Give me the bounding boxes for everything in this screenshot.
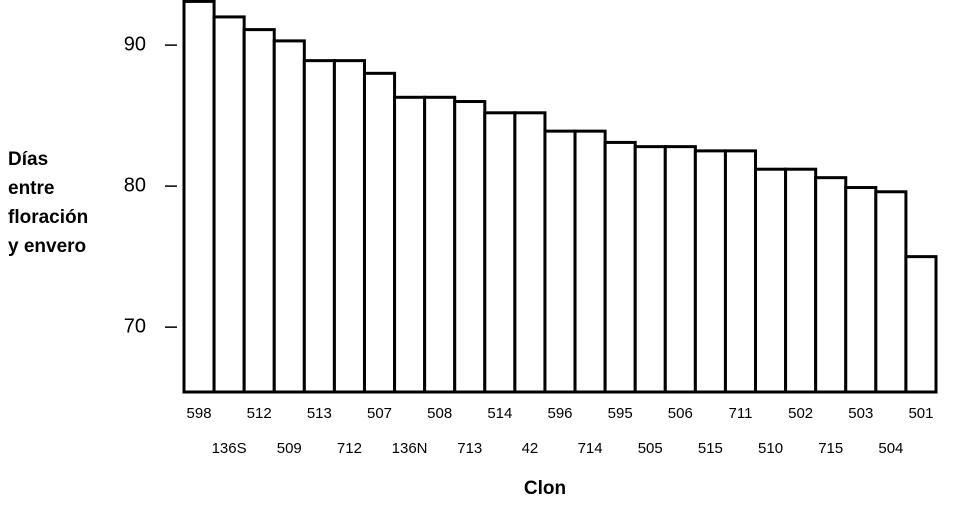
x-tick-label: 503 <box>848 405 873 422</box>
bar <box>693 149 727 394</box>
bar <box>362 71 397 394</box>
x-axis-label: Clon <box>524 478 566 499</box>
bar <box>182 0 216 394</box>
bar <box>302 59 336 394</box>
bar <box>573 129 607 394</box>
x-tick-label: 514 <box>487 405 512 422</box>
x-tick-label: 501 <box>908 405 933 422</box>
y-tick-label: 80 <box>124 174 146 196</box>
bar <box>633 145 667 394</box>
x-tick-label: 510 <box>758 440 783 457</box>
x-tick-label: 595 <box>608 405 633 422</box>
bar <box>393 95 427 394</box>
x-tick-label: 505 <box>638 440 663 457</box>
bar <box>663 145 697 394</box>
y-tick-label: 70 <box>124 315 146 337</box>
x-tick-label: 598 <box>187 405 212 422</box>
bar <box>453 100 487 394</box>
x-tick-label: 512 <box>247 405 272 422</box>
bar <box>754 167 788 394</box>
bar <box>814 176 848 394</box>
bar <box>904 255 938 394</box>
x-tick-label: 596 <box>547 405 572 422</box>
y-axis-label: Días <box>8 149 48 170</box>
bar <box>423 95 457 394</box>
bar <box>513 111 547 394</box>
x-tick-label: 42 <box>522 440 539 457</box>
bar <box>874 190 908 394</box>
y-axis-label: floración <box>8 207 88 228</box>
bar <box>212 15 246 394</box>
y-tick-label: 90 <box>124 33 146 55</box>
bar <box>483 111 517 394</box>
x-tick-label: 136S <box>212 440 247 457</box>
bar <box>844 186 878 394</box>
bar <box>723 149 758 394</box>
x-tick-label: 508 <box>427 405 452 422</box>
x-tick-label: 713 <box>457 440 482 457</box>
x-tick-label: 509 <box>277 440 302 457</box>
x-tick-label: 714 <box>578 440 603 457</box>
x-tick-label: 507 <box>367 405 392 422</box>
x-tick-label: 136N <box>392 440 428 457</box>
bar <box>272 39 306 394</box>
y-axis-label: entre <box>8 178 54 199</box>
bar <box>242 28 276 394</box>
bar <box>784 167 818 394</box>
x-tick-label: 504 <box>878 440 903 457</box>
y-axis-label: y envero <box>8 236 86 257</box>
x-tick-label: 712 <box>337 440 362 457</box>
x-tick-label: 506 <box>668 405 693 422</box>
x-tick-label: 515 <box>698 440 723 457</box>
x-tick-label: 711 <box>729 405 753 422</box>
x-tick-label: 715 <box>818 440 843 457</box>
bar <box>332 59 366 394</box>
x-tick-label: 513 <box>307 405 332 422</box>
bar <box>603 140 637 394</box>
x-tick-label: 502 <box>788 405 813 422</box>
bar <box>543 129 577 394</box>
